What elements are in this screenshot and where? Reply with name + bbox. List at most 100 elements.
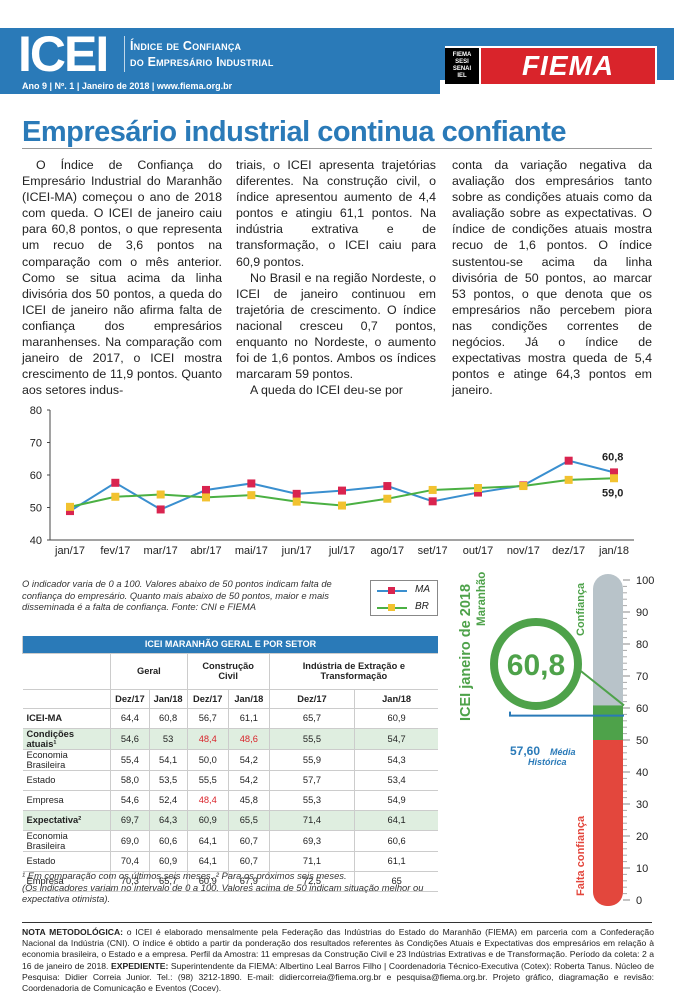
legend-item-ma: MA [371, 582, 437, 598]
table-cell: 64,1 [186, 851, 229, 872]
table-cell: 54,2 [227, 770, 270, 791]
x-tick-label: abr/17 [190, 545, 221, 557]
data-point-br [247, 491, 256, 500]
thermo-tick-label: 50 [636, 735, 648, 747]
table-cell: 55,4 [110, 749, 150, 771]
methodology-text: o ICEI é elaborado mensalmente pela Fede… [22, 927, 654, 971]
table-cell: 48,6 [227, 728, 270, 750]
data-point-br [156, 490, 165, 499]
x-tick-label: jun/17 [281, 545, 312, 557]
body-column-2: triais, o ICEI apresenta trajetórias dif… [236, 157, 436, 398]
fiema-small-3: SENAI [452, 66, 472, 72]
row-label: Economia Brasileira [22, 830, 111, 852]
thermo-avg-label-2: Histórica [528, 757, 567, 767]
thermo-tick-label: 10 [636, 863, 648, 875]
table-cell: 64,1 [186, 830, 229, 852]
publication-title: Índice de Confiança do Empresário Indust… [130, 38, 274, 70]
headline: Empresário industrial continua confiante [22, 116, 567, 148]
body-column-3: conta da variação negativa da avaliação … [452, 157, 652, 398]
table-cell: 53,4 [354, 770, 438, 791]
table-cell: 64,1 [354, 810, 438, 831]
chart-note: O indicador varia de 0 a 100. Valores ab… [22, 578, 332, 612]
x-tick-label: mar/17 [144, 545, 178, 557]
x-tick-label: ago/17 [371, 545, 405, 557]
table-cell: 56,7 [186, 708, 229, 729]
publication-title-line2: do Empresário Industrial [130, 55, 274, 69]
row-label: Condições atuais¹ [22, 728, 111, 750]
thermometer-svg: ICEI janeiro de 2018 Maranhão 1009080706… [458, 572, 654, 907]
table-cell: 48,4 [186, 728, 229, 750]
x-tick-label: nov/17 [507, 545, 540, 557]
table-cell: 55,9 [268, 749, 355, 771]
table-row: Economia Brasileira 69,0 60,6 64,1 60,7 69,3 6… [22, 830, 438, 852]
legend-marker-ma [388, 587, 395, 594]
thermo-value-ring [490, 618, 582, 710]
table-cell: 54,9 [354, 790, 438, 811]
x-tick-label: set/17 [418, 545, 448, 557]
subhead: Dez/17 [186, 689, 229, 709]
thermo-tick-label: 70 [636, 671, 648, 683]
thermo-label-top: Confiança [575, 582, 587, 636]
table-cell: 61,1 [354, 851, 438, 872]
table-sub-header: Dez/17 Jan/18 Dez/17 Jan/18 Dez/17 Jan/1… [22, 689, 438, 709]
meta-band [0, 80, 440, 94]
legend-marker-br [388, 604, 395, 611]
table-cell: 54,3 [354, 749, 438, 771]
fiema-brand: FIEMA [481, 48, 655, 84]
thermo-tick-label: 90 [636, 607, 648, 619]
x-tick-label: out/17 [463, 545, 494, 557]
table-row: Expectativa² 69,7 64,3 60,9 65,5 71,4 64,1 [22, 810, 438, 831]
data-point-ma [202, 485, 210, 494]
data-point-br [111, 492, 120, 501]
data-point-ma [383, 482, 392, 491]
table-cell: 67,9 [227, 871, 270, 892]
table-row: Empresa 54,6 52,4 48,4 45,8 55,3 54,9 [22, 790, 438, 811]
icei-logo: ICEI [18, 28, 116, 80]
x-tick-label: jul/17 [328, 545, 355, 557]
subhead: Jan/18 [148, 689, 188, 709]
x-tick-label: jan/18 [598, 545, 629, 557]
data-point-ma [292, 489, 301, 498]
thermo-tick-label: 80 [636, 639, 648, 651]
data-point-br [519, 482, 528, 491]
masthead-divider [124, 36, 125, 72]
table-note-line2: (Os indicadores variam no intervalo de 0… [22, 881, 424, 905]
group-construcao: Construção Civil [186, 653, 270, 690]
fiema-logo: FIEMA SESI SENAI IEL FIEMA [445, 46, 657, 86]
table-cell: 60,9 [186, 810, 229, 831]
chart-legend: MA BR [370, 580, 438, 616]
table-cell: 60,6 [148, 830, 188, 852]
table-row: Estado 58,0 53,5 55,5 54,2 57,7 53,4 [22, 770, 438, 791]
thermo-tick-label: 0 [636, 895, 642, 907]
data-point-br [66, 502, 74, 511]
thermo-side-title: ICEI janeiro de 2018 [458, 584, 474, 721]
paragraph: conta da variação negativa da avaliação … [452, 158, 652, 398]
fiema-system-logo: FIEMA SESI SENAI IEL [445, 48, 479, 84]
table-cell: 55,5 [186, 770, 229, 791]
row-label: Empresa [22, 790, 111, 811]
data-point-ma [610, 468, 618, 477]
table-row: Estado 70,4 60,9 64,1 60,7 71,1 61,1 [22, 851, 438, 872]
table-cell: 71,4 [268, 810, 355, 831]
group-extracao: Indústria de Extração e Transformação [268, 653, 438, 690]
row-label: ICEI-MA [22, 708, 111, 729]
table-cell: 58,0 [110, 770, 150, 791]
thermo-fill-red-top [593, 740, 623, 754]
table-corner [22, 653, 111, 690]
paragraph: triais, o ICEI apresenta trajetórias dif… [236, 158, 436, 269]
table-cell: 65,5 [227, 810, 270, 831]
thermo-fill-green [593, 705, 623, 740]
table-cell: 60,8 [148, 708, 188, 729]
data-point-ma [474, 488, 482, 497]
fiema-small-1: FIEMA [452, 52, 472, 58]
table-cell: 50,0 [186, 749, 229, 771]
thermo-tick-label: 60 [636, 703, 648, 715]
table-cell: 52,4 [148, 790, 188, 811]
subhead: Jan/18 [354, 689, 438, 709]
end-label-br: 59,0 [602, 487, 623, 499]
data-point-br [428, 485, 437, 494]
x-tick-label: jan/17 [54, 545, 85, 557]
subhead: Dez/17 [110, 689, 150, 709]
table-cell: 60,9 [148, 851, 188, 872]
table-cell: 71,1 [268, 851, 355, 872]
